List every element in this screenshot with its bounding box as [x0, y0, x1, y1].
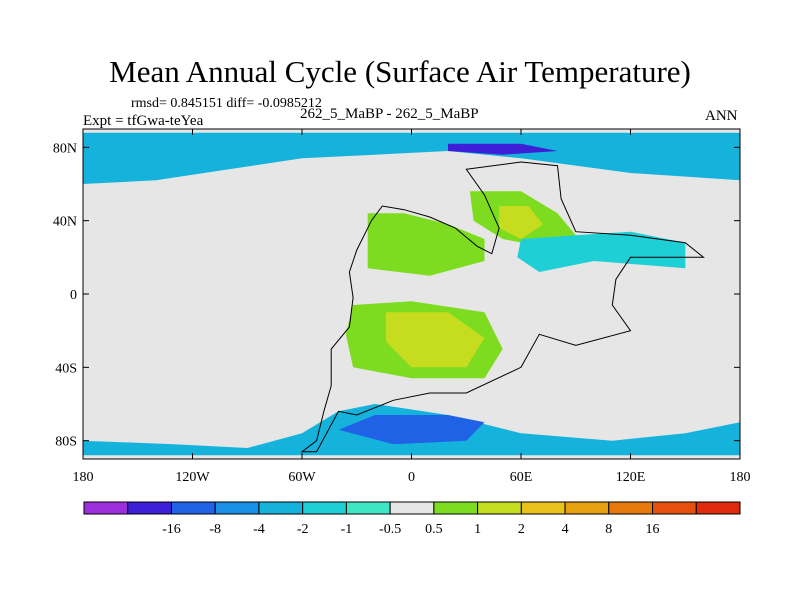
x-tick-label: 60E [510, 470, 533, 485]
region-north-pole-core [448, 143, 558, 155]
x-tick-label: 120E [616, 470, 646, 485]
colorbar-swatch [127, 501, 172, 515]
colorbar-label: 0.5 [425, 522, 443, 537]
x-tick-label: 180 [73, 470, 94, 485]
colorbar-label: 1 [474, 522, 481, 537]
colorbar-swatch [258, 501, 304, 515]
colorbar-label: -4 [253, 522, 265, 537]
y-tick-label: 0 [70, 288, 77, 303]
x-tick-label: 180 [730, 470, 751, 485]
chart-subtitle: 262_5_MaBP - 262_5_MaBP [300, 106, 479, 122]
y-tick-label: 80N [53, 141, 77, 156]
x-tick-label: 120W [175, 470, 210, 485]
region-arctic-band [83, 132, 740, 184]
colorbar-swatch [433, 501, 479, 515]
colorbar-swatch [83, 501, 129, 515]
colorbar-label: -8 [209, 522, 221, 537]
chart-title: Mean Annual Cycle (Surface Air Temperatu… [109, 54, 691, 89]
colorbar-label: -1 [341, 522, 353, 537]
region-south-continent-core [386, 312, 485, 368]
season-label: ANN [705, 108, 738, 124]
map-background [83, 129, 740, 459]
colorbar-label: 4 [562, 522, 569, 537]
colorbar-swatch [608, 501, 654, 515]
stats-line: rmsd= 0.845151 diff= -0.0985212 [131, 96, 322, 111]
colorbar-swatch [214, 501, 260, 515]
region-north-continent-warm [367, 213, 485, 276]
colorbar-label: -2 [297, 522, 309, 537]
region-east-cool-band [517, 231, 686, 272]
x-tick-label: 0 [408, 470, 415, 485]
colorbar-swatch [695, 501, 741, 515]
colorbar-label: 8 [605, 522, 612, 537]
colorbar-label: 2 [518, 522, 525, 537]
region-south-ocean-core [338, 415, 485, 445]
colorbar-swatch [302, 501, 347, 515]
experiment-label: Expt = tfGwa-teYea [83, 113, 204, 129]
coastline [300, 161, 705, 453]
colorbar-swatch [170, 501, 216, 515]
colorbar-swatch [564, 501, 610, 515]
y-tick-label: 40S [55, 361, 77, 376]
colorbar-swatch [520, 501, 566, 515]
colorbar-label: -0.5 [379, 522, 401, 537]
colorbar-label: -16 [162, 522, 181, 537]
colorbar-swatch [345, 501, 391, 515]
region-asia-core [499, 206, 543, 239]
colorbar-swatch [389, 501, 435, 515]
colorbar-label: 16 [646, 522, 660, 537]
x-tick-label: 60W [288, 470, 316, 485]
y-tick-label: 40N [53, 215, 77, 230]
colorbar-swatch [477, 501, 522, 515]
colorbar-swatch [652, 501, 697, 515]
y-tick-label: 80S [55, 435, 77, 450]
